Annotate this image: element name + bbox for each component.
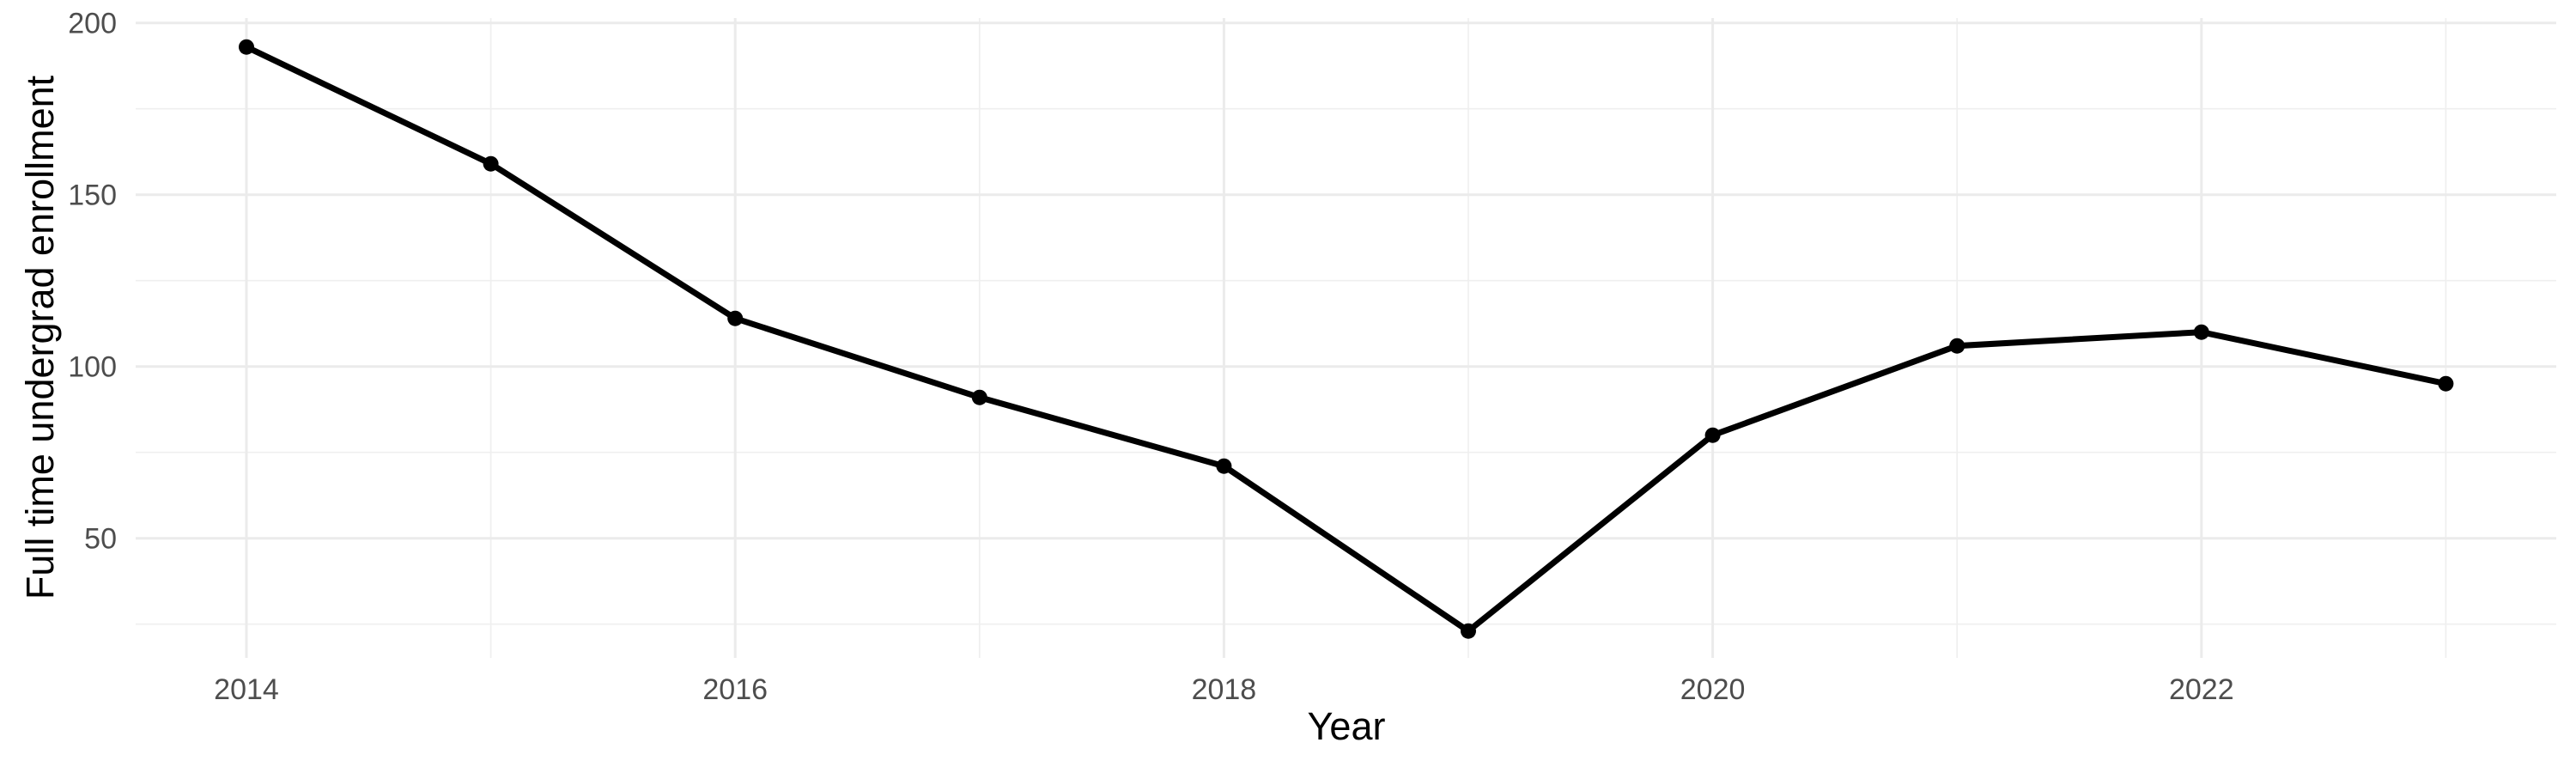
x-tick-label-2016: 2016 (702, 673, 768, 706)
x-tick-label-2020: 2020 (1680, 673, 1746, 706)
data-point-2014 (239, 39, 254, 55)
y-tick-label-150: 150 (68, 180, 117, 212)
gridlines-minor (136, 18, 2556, 658)
y-tick-label-100: 100 (68, 351, 117, 384)
data-point-2020 (1704, 427, 1721, 443)
gridlines-major (136, 18, 2556, 658)
x-tick-label-2014: 2014 (214, 673, 279, 706)
x-axis-title: Year (1308, 704, 1386, 748)
enrollment-series (239, 39, 2454, 639)
y-tick-label-50: 50 (84, 523, 117, 556)
y-axis-title: Full time undergrad enrollment (18, 75, 62, 600)
data-point-2015 (483, 155, 499, 172)
data-point-2023 (2438, 375, 2454, 392)
data-point-2022 (2193, 324, 2209, 340)
x-tick-label-2022: 2022 (2169, 673, 2234, 706)
data-point-2018 (1216, 458, 1232, 474)
enrollment-line (243, 44, 2449, 635)
data-point-2019 (1461, 623, 1476, 639)
data-point-2017 (971, 389, 987, 405)
data-point-2021 (1949, 338, 1965, 354)
axis-tick-labels: 50 100 150 200 2014 2016 2018 2020 2022 (68, 8, 2233, 706)
data-point-2016 (727, 310, 744, 326)
y-tick-label-200: 200 (68, 8, 117, 40)
x-tick-label-2018: 2018 (1192, 673, 1257, 706)
